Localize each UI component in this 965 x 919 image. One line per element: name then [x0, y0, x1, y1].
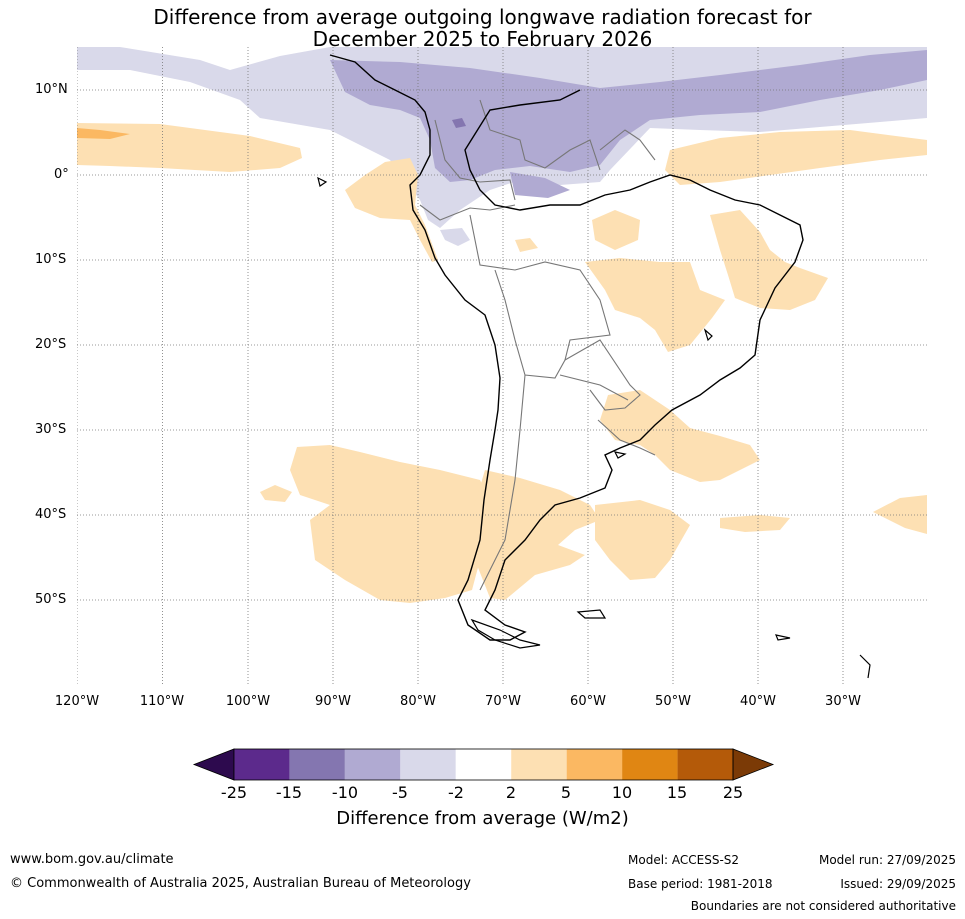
colorbar-segment: [566, 749, 623, 780]
colorbar-segment: [622, 749, 678, 780]
lat-label: 20°S: [35, 337, 67, 352]
lat-label: 0°: [54, 167, 69, 182]
lon-label: 80°W: [400, 694, 436, 709]
anomaly-positive-pacific-small: [260, 485, 292, 502]
map-area: [77, 47, 927, 685]
lon-label: 110°W: [139, 694, 185, 709]
anomaly-positive-brazil-central: [585, 258, 725, 352]
colorbar-border: [233, 748, 734, 781]
anomaly-positive-amazon-blob: [515, 238, 538, 252]
anomaly-negative-strong: [452, 118, 466, 128]
anomaly-positive-patagonia: [470, 470, 600, 600]
anomaly-positive-south-atlantic: [595, 500, 690, 580]
colorbar-segment: [289, 749, 345, 780]
anomaly-positive-brazil-north: [592, 210, 640, 250]
anomaly-positive-south-pacific: [290, 445, 490, 603]
anomaly-positive-moderate: [77, 128, 130, 139]
lon-label: 100°W: [225, 694, 271, 709]
lon-label: 60°W: [570, 694, 606, 709]
colorbar-segment: [344, 749, 401, 780]
footer-url[interactable]: www.bom.gov.au/climate: [10, 852, 174, 867]
colorbar-segment: [455, 749, 512, 780]
colorbar-tick: 5: [560, 783, 572, 802]
footer-model-run: Model run: 27/09/2025: [818, 853, 956, 867]
colorbar-tick: -2: [448, 783, 464, 802]
anomaly-positive-ecuador: [345, 158, 438, 262]
colorbar-tick: 25: [722, 783, 744, 802]
anomaly-negative-medium-blob: [510, 172, 570, 198]
colorbar-tick: 10: [611, 783, 633, 802]
lat-label: 10°N: [35, 82, 68, 97]
colorbar-tick: 2: [505, 783, 517, 802]
colorbar-extend-low: [192, 748, 235, 781]
footer-base-period: Base period: 1981-2018: [628, 877, 773, 891]
lon-label: 50°W: [655, 694, 691, 709]
anomaly-positive-eastpacific: [77, 123, 302, 172]
colorbar-tick: -10: [331, 783, 359, 802]
lon-label: 30°W: [825, 694, 861, 709]
colorbar: [192, 748, 775, 781]
colorbar-segment: [511, 749, 567, 780]
islands: [317, 176, 871, 679]
lat-label: 40°S: [35, 507, 67, 522]
footer-issued: Issued: 29/09/2025: [840, 877, 956, 891]
colorbar-label: Difference from average (W/m2): [336, 808, 629, 829]
anomaly-positive-uruguay: [600, 390, 760, 482]
anomaly-negative-medium: [330, 50, 927, 182]
colorbar-segment: [400, 749, 456, 780]
anomaly-positive-atlantic-eq: [665, 130, 927, 185]
lon-label: 40°W: [740, 694, 776, 709]
longitude-gridlines: [77, 47, 844, 685]
anomaly-positive-south-atlantic-2: [720, 515, 790, 532]
latitude-gridlines: [77, 89, 927, 601]
colorbar-tick: -15: [275, 783, 303, 802]
lon-label: 70°W: [485, 694, 521, 709]
anomaly-positive-brazil-ne: [710, 210, 828, 310]
colorbar-extend-high: [732, 748, 775, 781]
colorbar-segment: [677, 749, 733, 780]
map-title-line1: Difference from average outgoing longwav…: [153, 5, 812, 29]
south-america-coastline: [329, 54, 804, 641]
footer-model: Model: ACCESS-S2: [628, 853, 740, 867]
colorbar-tick: -25: [220, 783, 248, 802]
footer-copyright: © Commonwealth of Australia 2025, Austra…: [10, 876, 471, 891]
colorbar-tick: -5: [392, 783, 408, 802]
lon-label: 120°W: [54, 694, 100, 709]
lat-label: 10°S: [35, 252, 67, 267]
lat-label: 50°S: [35, 592, 67, 607]
colorbar-segment: [234, 749, 290, 780]
anomaly-positive-south-atlantic-3: [873, 495, 927, 534]
map-title-line2: December 2025 to February 2026: [312, 27, 653, 51]
anomaly-negative-light-blob: [440, 228, 470, 246]
colorbar-tick: 15: [666, 783, 688, 802]
lat-label: 30°S: [35, 422, 67, 437]
lon-label: 90°W: [315, 694, 351, 709]
footer-disclaimer: Boundaries are not considered authoritat…: [690, 899, 956, 913]
